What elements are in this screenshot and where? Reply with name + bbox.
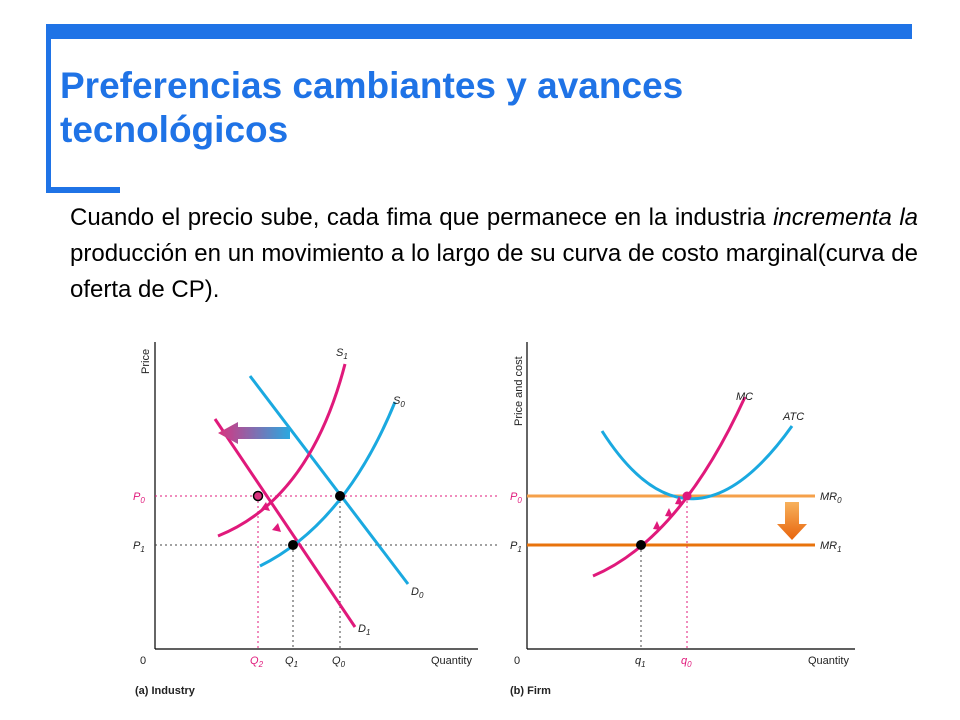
firm-q1-label: q1 xyxy=(635,655,646,669)
mr1-label: MR1 xyxy=(820,540,842,554)
firm-panel: Price and cost Quantity 0 MC ATC MR0 MR1… xyxy=(510,342,855,697)
supply-curve-s1 xyxy=(217,363,347,538)
firm-price-p1-label: P1 xyxy=(510,540,522,554)
movement-arrow-1 xyxy=(272,523,281,532)
supply-curve-s0 xyxy=(259,401,397,568)
atc-label: ATC xyxy=(782,411,804,423)
industry-panel-caption: (a) Industry xyxy=(135,685,196,697)
title-line-2: tecnológicos xyxy=(60,109,289,150)
demand-shift-arrow xyxy=(218,422,290,444)
firm-panel-caption: (b) Firm xyxy=(510,685,551,697)
title-side-bar xyxy=(46,24,51,192)
mr0-label: MR0 xyxy=(820,491,842,505)
market-firm-diagram: Price Quantity 0 S1 S0 D0 D1 P0 P1 Q2 xyxy=(133,342,855,697)
mc-label: MC xyxy=(736,391,753,403)
firm-x-axis-label: Quantity xyxy=(808,655,849,667)
slide-title: Preferencias cambiantes y avances tecnol… xyxy=(60,64,920,152)
industry-panel: Price Quantity 0 S1 S0 D0 D1 P0 P1 Q2 xyxy=(133,342,500,697)
title-underline-bar xyxy=(46,187,120,193)
supply-s1-label: S1 xyxy=(336,347,348,361)
mr-shift-down-arrow xyxy=(777,502,807,540)
demand-d0-label: D0 xyxy=(411,586,424,600)
firm-point-long-run xyxy=(682,491,692,501)
title-accent-bar xyxy=(46,24,912,39)
atc-curve xyxy=(600,425,794,501)
equilibrium-point-short-run xyxy=(288,540,298,550)
firm-origin-label: 0 xyxy=(514,655,520,667)
firm-y-axis-label: Price and cost xyxy=(513,356,525,426)
equilibrium-point-initial xyxy=(335,491,345,501)
equilibrium-point-new xyxy=(252,490,264,502)
industry-price-p1-label: P1 xyxy=(133,540,145,554)
industry-q2-label: Q2 xyxy=(250,655,264,669)
demand-curve-d0 xyxy=(248,375,410,585)
demand-d1-label: D1 xyxy=(358,623,370,637)
firm-movement-arrow-1 xyxy=(653,521,661,530)
supply-s0-label: S0 xyxy=(393,395,405,409)
industry-y-axis-label: Price xyxy=(140,349,152,374)
firm-price-p0-label: P0 xyxy=(510,491,522,505)
industry-origin-label: 0 xyxy=(140,655,146,667)
title-line-1: Preferencias cambiantes y avances xyxy=(60,65,684,106)
industry-price-p0-label: P0 xyxy=(133,491,145,505)
industry-q0-label: Q0 xyxy=(332,655,346,669)
industry-x-axis-label: Quantity xyxy=(431,655,472,667)
slide-body: Cuando el precio sube, cada fima que per… xyxy=(70,200,918,308)
body-text-part-1: Cuando el precio sube, cada fima que per… xyxy=(70,204,774,231)
demand-curve-d1 xyxy=(213,418,357,628)
movement-arrow-2 xyxy=(261,502,270,511)
body-text-italic: incrementa la xyxy=(773,204,918,231)
firm-movement-arrow-3 xyxy=(675,496,683,505)
firm-movement-arrow-2 xyxy=(665,508,673,517)
firm-point-short-run xyxy=(636,540,646,550)
firm-q0-label: q0 xyxy=(681,655,692,669)
industry-q1-label: Q1 xyxy=(285,655,298,669)
body-text-part-2: producción en un movimiento a lo largo d… xyxy=(70,240,918,303)
mc-curve xyxy=(592,396,747,578)
